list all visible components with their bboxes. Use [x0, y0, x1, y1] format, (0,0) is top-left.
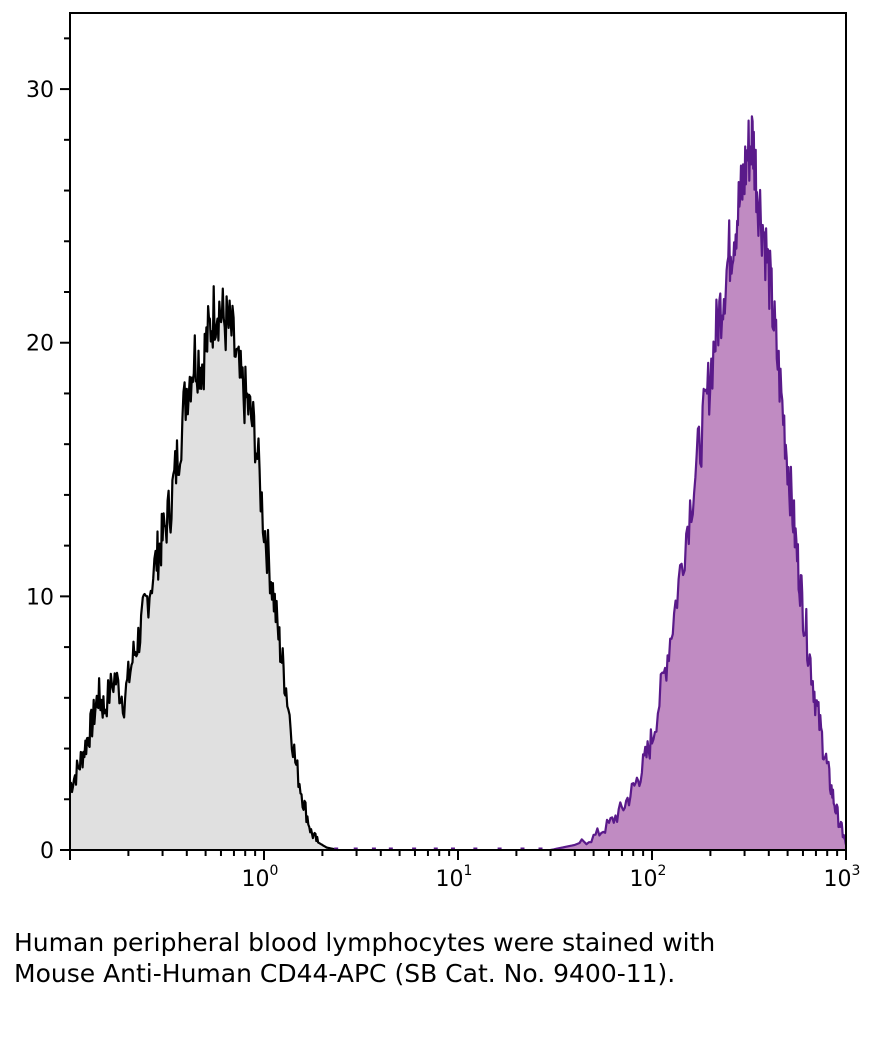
y-axis: 0 10 20 30	[26, 37, 70, 864]
series-stained-area	[550, 116, 846, 851]
x-tick-label: 102	[630, 863, 667, 892]
histogram-chart: 0 10 20 30 100 101 102 103	[26, 12, 861, 892]
y-tick-label: 30	[26, 78, 54, 103]
x-tick-label: 103	[824, 863, 861, 892]
series-control-line	[68, 285, 339, 852]
series-layer	[68, 115, 848, 852]
y-tick-label: 10	[26, 585, 54, 610]
series-stained-line	[550, 115, 848, 852]
series-control-area	[70, 286, 338, 850]
figure-caption: Human peripheral blood lymphocytes were …	[14, 928, 716, 988]
y-tick-label: 0	[40, 839, 54, 864]
y-tick-label: 20	[26, 332, 54, 357]
x-tick-label: 101	[436, 863, 473, 892]
x-tick-label: 100	[242, 863, 279, 892]
x-axis: 100 101 102 103	[69, 850, 861, 892]
